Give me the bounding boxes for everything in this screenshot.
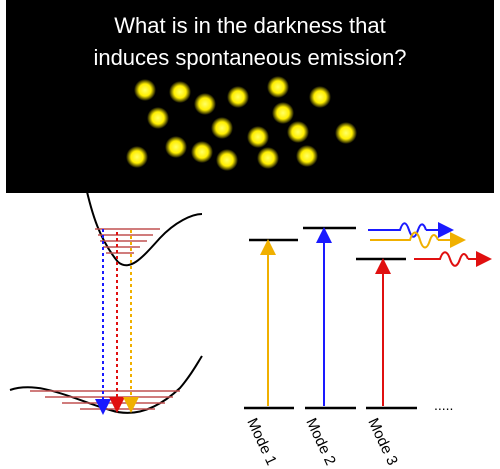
headline: What is in the darkness that induces spo…: [6, 10, 494, 74]
emitter-dot: [247, 126, 269, 148]
mode-diagram: Mode 1 Mode 2 Mode 3 .....: [243, 222, 492, 469]
emitter-dot: [194, 93, 216, 115]
emitter-dot: [227, 86, 249, 108]
emitter-dot: [335, 122, 357, 144]
mode-3-label: Mode 3: [364, 416, 401, 469]
emitter-dot: [165, 136, 187, 158]
emitter-dot: [191, 141, 213, 163]
emitter-dots: [126, 76, 357, 171]
emitter-dot: [216, 149, 238, 171]
mode-1-label: Mode 1: [243, 416, 280, 469]
dark-panel: What is in the darkness that induces spo…: [6, 0, 494, 193]
yellow-photon: [370, 231, 439, 249]
red-photon: [414, 251, 469, 267]
blue-photon: [368, 222, 427, 238]
emitter-dot: [257, 147, 279, 169]
emitter-dot: [169, 81, 191, 103]
ground-state-levels: [30, 390, 180, 410]
excited-state-levels: [95, 228, 160, 254]
excited-state-curve: [84, 182, 203, 267]
ground-state-curve: [9, 355, 203, 414]
emitter-dot: [296, 145, 318, 167]
emitter-dot: [211, 117, 233, 139]
emitter-dot: [126, 146, 148, 168]
headline-line-2: induces spontaneous emission?: [93, 45, 407, 70]
potential-diagram: [9, 182, 203, 415]
emitter-dot: [272, 102, 294, 124]
emitter-dot: [134, 79, 156, 101]
emitter-dot: [287, 121, 309, 143]
emitter-dot: [147, 107, 169, 129]
more-modes-ellipsis: .....: [434, 397, 453, 413]
emitter-dot: [267, 76, 289, 98]
headline-line-1: What is in the darkness that: [114, 13, 386, 38]
mode-2-label: Mode 2: [302, 416, 339, 469]
emitter-dot: [309, 86, 331, 108]
